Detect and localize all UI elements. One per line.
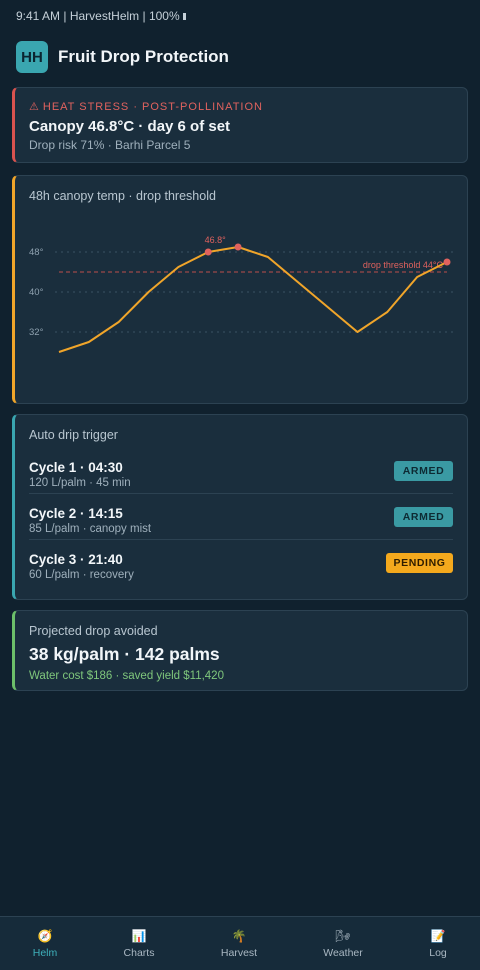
bottom-tab-bar: 🧭 Helm 📊 Charts 🌴 Harvest 🌬 Weather 📝 Lo… (0, 916, 480, 970)
temp-series-line (58, 246, 448, 353)
y-tick-label: 40° (29, 287, 44, 298)
tab-harvest[interactable]: 🌴 Harvest (199, 917, 279, 970)
drip-cycle-row[interactable]: Cycle 3 · 21:40 60 L/palm · recovery PEN… (29, 540, 453, 586)
app-logo: HH (16, 41, 48, 73)
alert-headline: Canopy 46.8°C · day 6 of set (29, 118, 231, 135)
canopy-temp-chart: 48° 40° 32° drop threshold 44°C 46.8° (29, 235, 455, 353)
canopy-temp-chart-card: 48h canopy temp · drop threshold 48° 40° 3… (12, 175, 468, 404)
peak-label: 46.8° (205, 235, 227, 245)
alert-subtext: Drop risk 71% · Barhi Parcel 5 (29, 138, 191, 152)
memo-icon: 📝 (430, 929, 446, 943)
status-bar: 9:41 AM | HarvestHelm | 100% (16, 9, 186, 23)
status-text: 9:41 AM | HarvestHelm | 100% (16, 9, 180, 23)
drip-title: Auto drip trigger (29, 428, 118, 442)
palm-tree-icon: 🌴 (231, 929, 247, 943)
cloud-icon: 🌬 (335, 929, 351, 943)
projection-subtext: Water cost $186 · saved yield $11,420 (29, 670, 224, 682)
compass-icon: 🧭 (37, 929, 53, 943)
tab-label: Helm (32, 947, 58, 959)
bar-chart-icon: 📊 (131, 929, 147, 943)
battery-icon (182, 13, 186, 21)
chart-title: 48h canopy temp · drop threshold (29, 189, 216, 203)
threshold-breach-point (204, 248, 212, 256)
app-header: HH Fruit Drop Protection (16, 41, 229, 73)
alert-tag: ⚠ HEAT STRESS · POST-POLLINATION (29, 100, 453, 113)
tab-helm[interactable]: 🧭 Helm (5, 917, 85, 970)
y-tick-label: 32° (29, 327, 44, 338)
projection-title: Projected drop avoided (29, 624, 158, 638)
tab-weather[interactable]: 🌬 Weather (303, 917, 383, 970)
tab-charts[interactable]: 📊 Charts (99, 917, 179, 970)
tab-log[interactable]: 📝 Log (398, 917, 478, 970)
tab-label: Charts (123, 947, 155, 959)
projection-value: 38 kg/palm · 142 palms (29, 644, 220, 664)
projection-card: Projected drop avoided 38 kg/palm · 142 … (12, 610, 468, 691)
tab-label: Harvest (220, 947, 258, 959)
heat-stress-alert[interactable]: ⚠ HEAT STRESS · POST-POLLINATION Canopy 4… (12, 87, 468, 163)
tab-label: Log (429, 947, 447, 959)
drip-cycle-row[interactable]: Cycle 2 · 14:15 85 L/palm · canopy mist … (29, 494, 453, 540)
status-badge[interactable]: ARMED (394, 507, 453, 527)
tab-label: Weather (323, 947, 363, 959)
auto-drip-card: Auto drip trigger Cycle 1 · 04:30 120 L/… (12, 414, 468, 600)
page-title: Fruit Drop Protection (58, 47, 229, 66)
cycle-detail: 85 L/palm · canopy mist (29, 523, 152, 535)
cycle-detail: 60 L/palm · recovery (29, 569, 134, 581)
cycle-label: Cycle 2 · 14:15 (29, 506, 123, 521)
cycle-detail: 120 L/palm · 45 min (29, 477, 131, 489)
y-tick-label: 48° (29, 247, 44, 258)
drip-cycle-row[interactable]: Cycle 1 · 04:30 120 L/palm · 45 min ARME… (29, 448, 453, 494)
warning-icon: ⚠ (29, 101, 40, 113)
threshold-label: drop threshold 44°C (363, 260, 444, 270)
threshold-breach-point (443, 258, 451, 266)
status-badge[interactable]: PENDING (386, 553, 453, 573)
threshold-breach-point (234, 243, 242, 251)
status-badge[interactable]: ARMED (394, 461, 453, 481)
alert-tag-text: HEAT STRESS · POST-POLLINATION (42, 101, 263, 113)
cycle-label: Cycle 3 · 21:40 (29, 552, 123, 567)
cycle-label: Cycle 1 · 04:30 (29, 460, 123, 475)
